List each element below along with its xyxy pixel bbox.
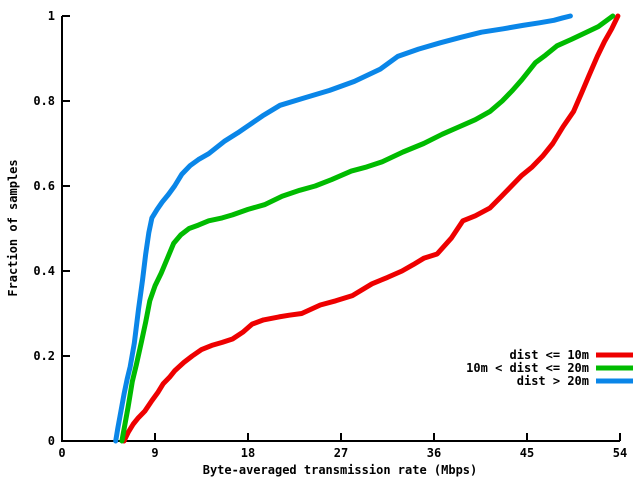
x-tick-label: 45	[520, 446, 534, 460]
x-axis-title: Byte-averaged transmission rate (Mbps)	[203, 463, 478, 477]
axes: 0 9 18 27 36 45 54 0 0.2 0.4 0.6 0.8 1	[33, 9, 627, 460]
x-tick-label: 27	[334, 446, 348, 460]
curves	[113, 13, 621, 444]
y-tick-label: 1	[48, 9, 55, 23]
legend-label: dist > 20m	[517, 374, 589, 388]
y-tick-label: 0.4	[33, 264, 55, 278]
y-tick-label: 0.8	[33, 94, 55, 108]
y-tick-label: 0.6	[33, 179, 55, 193]
x-tick-label: 18	[241, 446, 255, 460]
legend-row-10m-lt-dist-le-20m: 10m < dist <= 20m	[466, 361, 633, 375]
x-tick-label: 0	[58, 446, 65, 460]
y-tick-label: 0	[48, 434, 55, 448]
legend-row-dist-gt-20m: dist > 20m	[517, 374, 633, 388]
curve-10m-lt-dist-le-20m	[119, 13, 616, 444]
x-tick-label: 36	[427, 446, 441, 460]
legend-label: 10m < dist <= 20m	[466, 361, 589, 375]
curve-dist-gt-20m	[113, 13, 573, 444]
y-axis-title: Fraction of samples	[6, 159, 20, 296]
legend-row-dist-le-10m: dist <= 10m	[510, 348, 633, 362]
x-tick-label: 9	[151, 446, 158, 460]
y-tick-label: 0.2	[33, 349, 55, 363]
x-tick-label: 54	[613, 446, 627, 460]
curve-dist-le-10m	[121, 13, 621, 444]
legend-label: dist <= 10m	[510, 348, 589, 362]
